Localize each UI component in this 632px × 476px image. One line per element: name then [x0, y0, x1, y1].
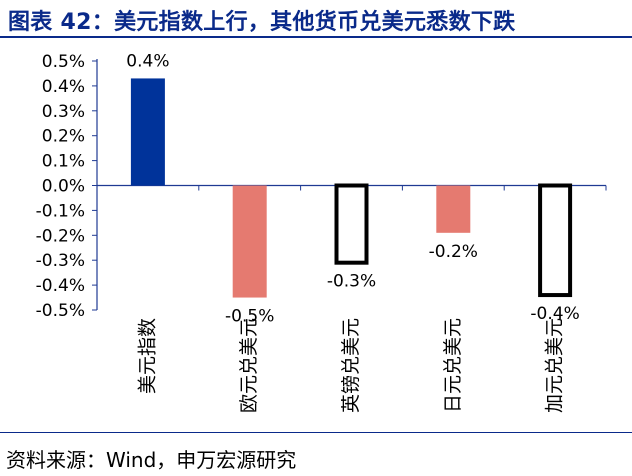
y-tick-label: -0.1%: [36, 201, 85, 221]
data-label: 0.4%: [126, 51, 169, 71]
chart-title: 图表 42：美元指数上行，其他货币兑美元悉数下跌: [8, 10, 516, 35]
bar: [232, 185, 267, 298]
data-label: -0.3%: [327, 272, 376, 292]
y-tick-label: 0.0%: [42, 177, 85, 197]
x-category-label: 美元指数: [136, 318, 158, 394]
y-tick-label: 0.4%: [42, 77, 85, 97]
y-tick-label: -0.2%: [36, 226, 85, 246]
source-divider: [0, 432, 632, 433]
bar: [334, 183, 369, 265]
x-category-label: 加元兑美元: [544, 318, 566, 413]
data-label: -0.2%: [429, 242, 478, 262]
y-tick-label: -0.4%: [36, 276, 85, 296]
y-tick-label: 0.3%: [42, 102, 85, 122]
x-category-label: 欧元兑美元: [238, 318, 260, 413]
bar: [538, 183, 573, 298]
x-category-label: 日元兑美元: [442, 318, 464, 413]
data-label: -0.4%: [530, 304, 579, 324]
bar: [436, 185, 471, 233]
source-note: 资料来源：Wind，申万宏源研究: [6, 448, 297, 472]
y-tick-label: 0.2%: [42, 127, 85, 147]
title-divider: [0, 36, 632, 38]
y-tick-label: -0.5%: [36, 301, 85, 321]
y-tick-label: -0.3%: [36, 251, 85, 271]
x-category-label: 英镑兑美元: [340, 318, 362, 413]
bar: [130, 78, 165, 186]
y-tick-label: 0.5%: [42, 52, 85, 72]
y-tick-label: 0.1%: [42, 152, 85, 172]
data-label: -0.5%: [225, 307, 274, 327]
